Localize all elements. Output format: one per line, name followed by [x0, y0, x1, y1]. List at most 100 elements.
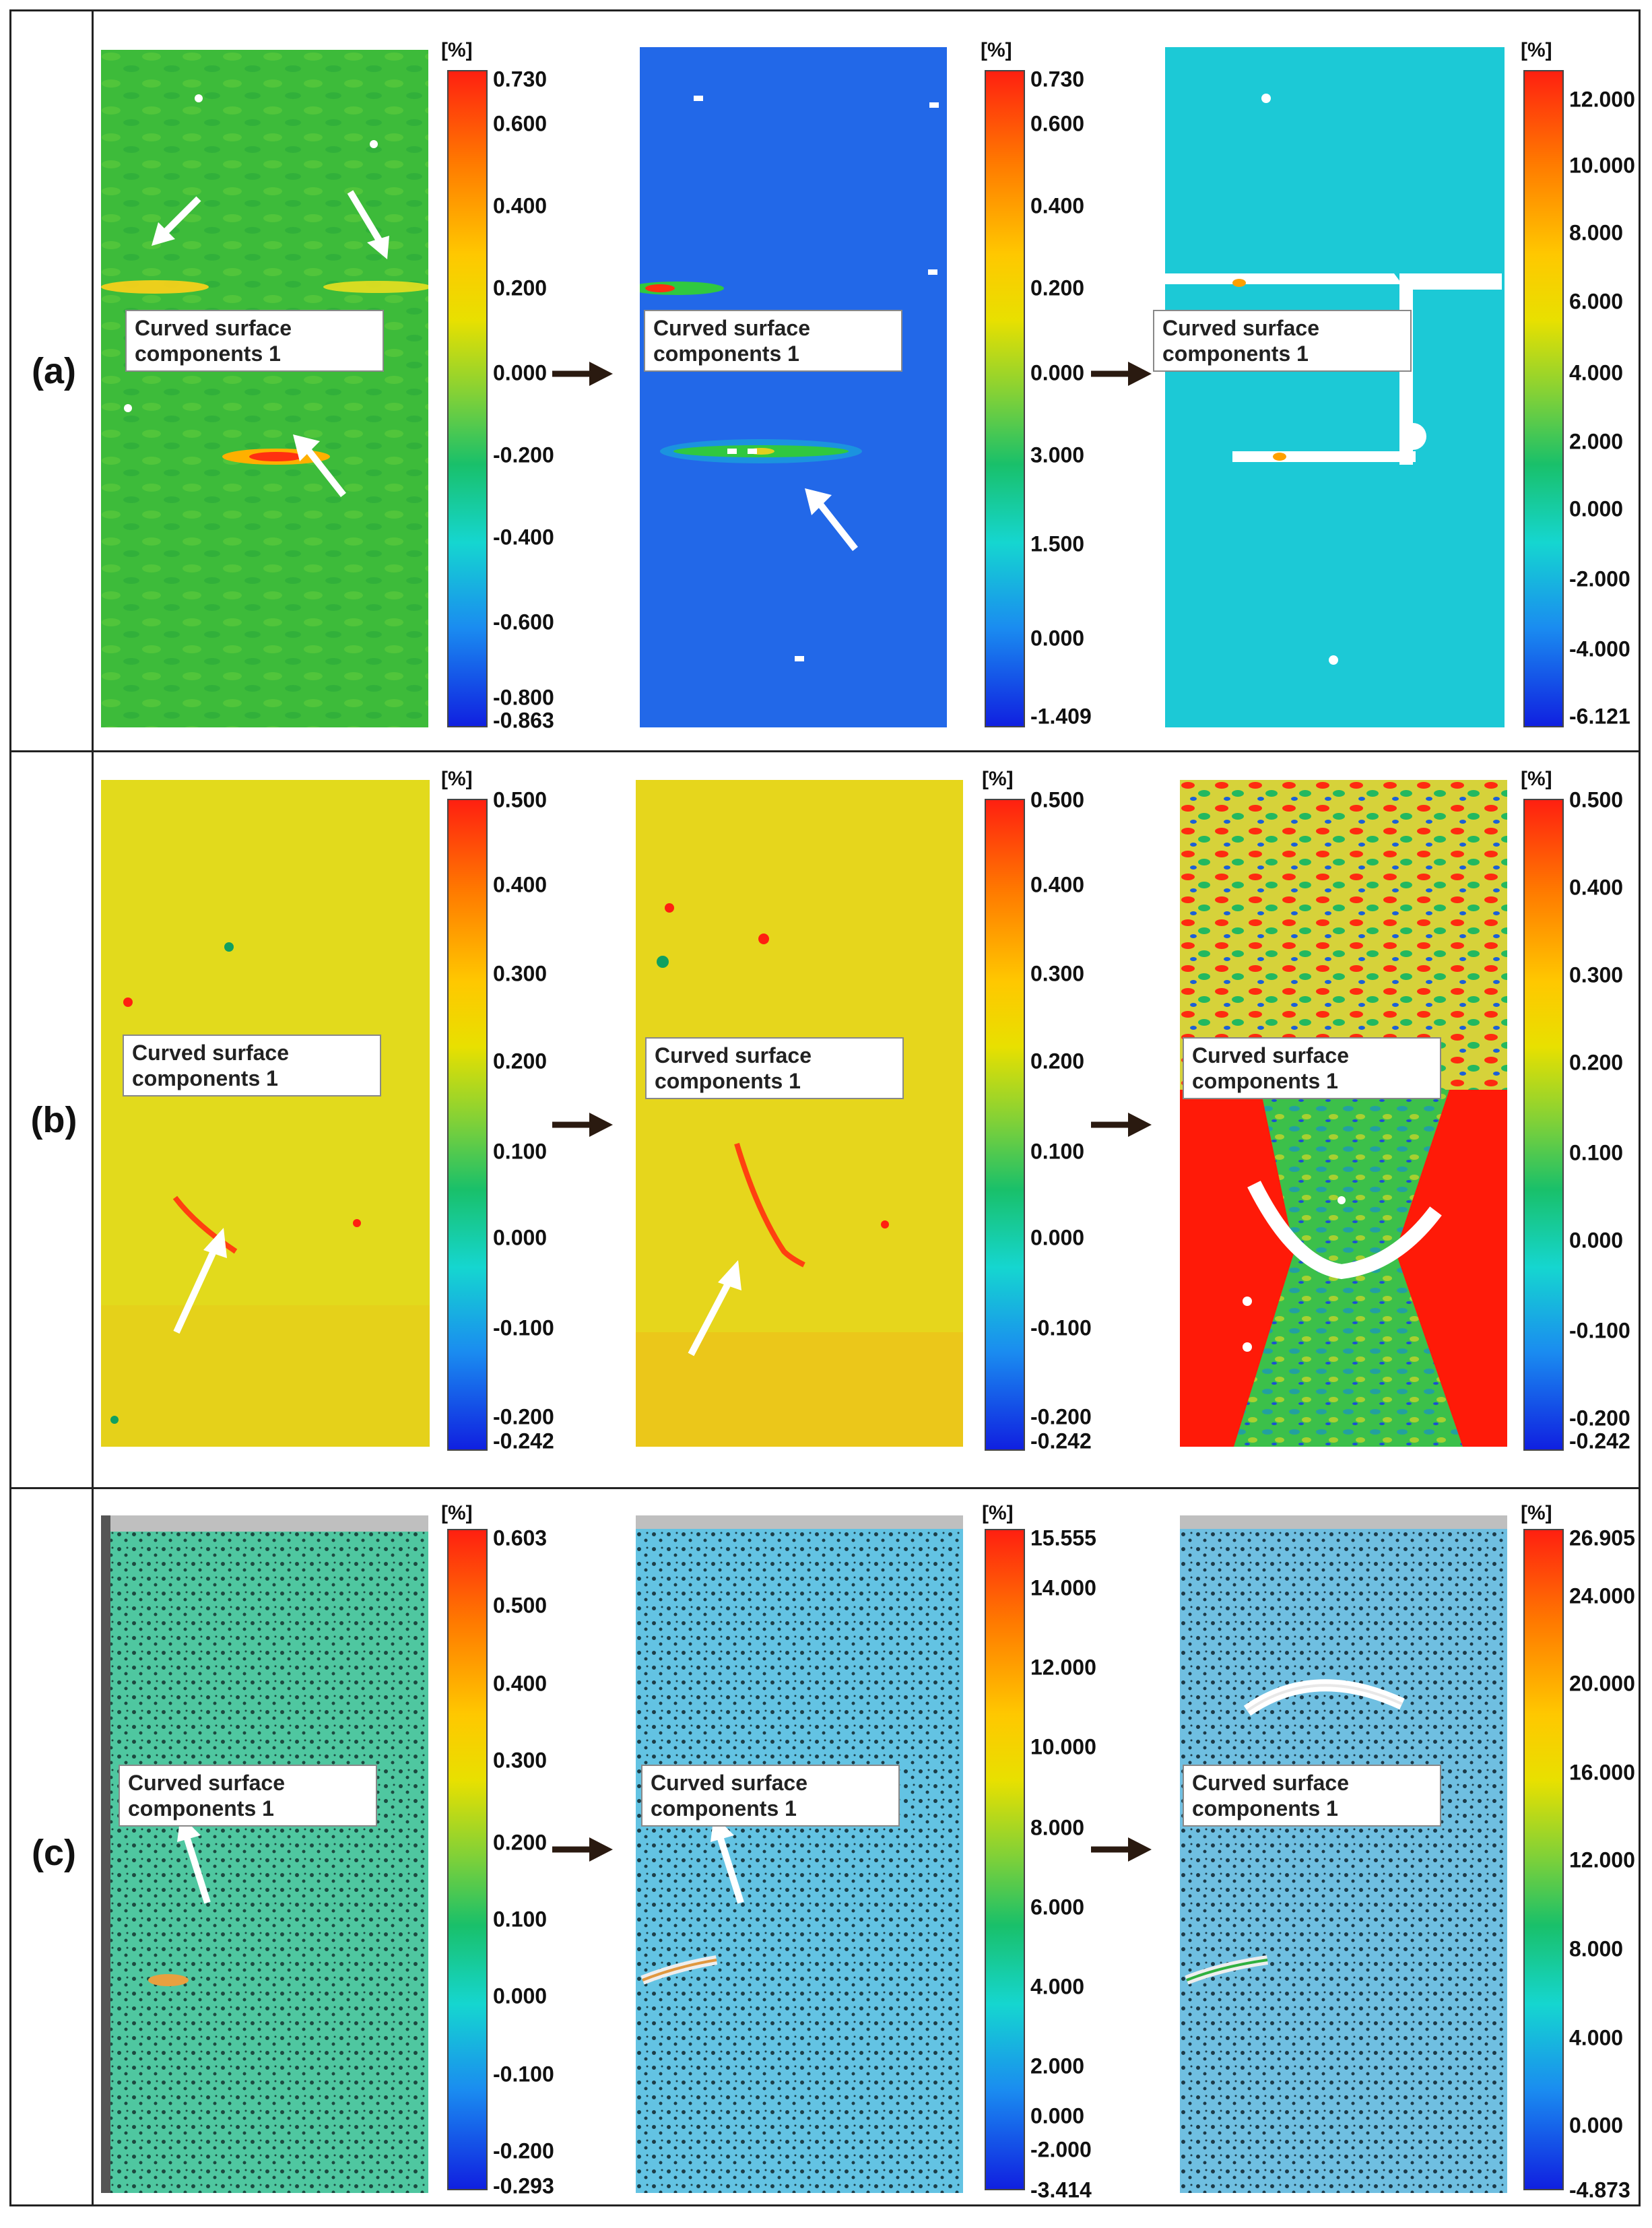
callout-line-2: components 1	[128, 1796, 274, 1821]
tick-label: 14.000	[1030, 1575, 1096, 1600]
tick-label: 0.000	[1030, 360, 1085, 385]
callout-a2: Curved surface components 1	[644, 310, 902, 372]
tick-label: 0.300	[1030, 961, 1085, 986]
tick-label: 0.200	[493, 1049, 548, 1074]
tick-label: 0.000	[1569, 2113, 1624, 2138]
callout-c3: Curved surface components 1	[1183, 1765, 1441, 1827]
tick-label: -0.200	[493, 443, 554, 467]
tick-label: 0.400	[1030, 193, 1085, 218]
callout-b3: Curved surface components 1	[1183, 1037, 1441, 1099]
tick-label: 0.200	[1030, 1049, 1085, 1074]
tick-label: 0.730	[1030, 67, 1085, 92]
row-label-c: (c)	[32, 1833, 76, 1873]
colorbar-unit-b2: [%]	[982, 768, 1014, 790]
label-column-divider	[92, 9, 94, 2206]
tick-label: 0.200	[1030, 275, 1085, 300]
callout-line-1: Curved surface	[135, 316, 292, 340]
tick-label: 0.300	[493, 1748, 548, 1773]
tick-label: 12.000	[1569, 1847, 1635, 1872]
callout-c2: Curved surface components 1	[641, 1765, 900, 1827]
tick-label: 0.400	[493, 1671, 548, 1696]
figure-frame	[9, 9, 1641, 2206]
tick-label: 0.200	[493, 275, 548, 300]
tick-label: -0.800	[493, 685, 554, 710]
arrow-indicator-b1	[173, 1228, 227, 1334]
progression-arrow-b1	[552, 1113, 613, 1137]
tick-label: 6.000	[1569, 289, 1624, 314]
tick-label: 0.000	[1030, 1225, 1085, 1250]
colorbar-c1	[447, 1529, 488, 2190]
tick-label: -0.600	[493, 610, 554, 634]
tick-label: -2.000	[1030, 2137, 1092, 2162]
callout-line-1: Curved surface	[655, 1043, 812, 1068]
tick-label: 8.000	[1030, 1815, 1085, 1840]
tick-label: 1.500	[1030, 531, 1085, 556]
tick-label: 0.500	[493, 787, 548, 812]
arrow-indicator-a1-bottom	[293, 434, 346, 498]
tick-label: 2.000	[1569, 429, 1624, 454]
strain-field-a1	[101, 50, 428, 727]
callout-a1: Curved surface components 1	[125, 310, 384, 372]
tick-label: -0.200	[1569, 1406, 1630, 1431]
callout-b1: Curved surface components 1	[123, 1035, 381, 1096]
callout-line-2: components 1	[1162, 341, 1309, 366]
tick-label: 0.000	[1030, 2103, 1085, 2128]
strain-field-b2	[636, 780, 963, 1447]
row-divider-ab	[9, 750, 1641, 752]
callout-line-1: Curved surface	[1192, 1043, 1349, 1068]
callout-line-2: components 1	[132, 1066, 278, 1090]
callout-line-2: components 1	[651, 1796, 797, 1821]
strain-field-b3	[1180, 780, 1507, 1447]
tick-label: 0.400	[493, 193, 548, 218]
tick-label: 24.000	[1569, 1583, 1635, 1608]
progression-arrow-b2	[1091, 1113, 1152, 1137]
tick-label: 0.600	[493, 111, 548, 136]
tick-label: 20.000	[1569, 1671, 1635, 1696]
tick-label: 0.000	[493, 1225, 548, 1250]
tick-label: 8.000	[1569, 220, 1624, 245]
strain-field-c3	[1180, 1515, 1507, 2193]
tick-label: -0.200	[1030, 1404, 1092, 1429]
callout-line-2: components 1	[653, 341, 799, 366]
tick-label: 0.000	[493, 1984, 548, 2008]
tick-label: 0.200	[1569, 1050, 1624, 1075]
colorbar-unit-b3: [%]	[1521, 768, 1552, 790]
tick-label: -0.100	[493, 2062, 554, 2087]
callout-line-1: Curved surface	[1162, 316, 1319, 340]
tick-label: 2.000	[1030, 2054, 1085, 2078]
tick-label: -0.200	[493, 1404, 554, 1429]
tick-label: -0.100	[1030, 1315, 1092, 1340]
tick-label: -0.242	[493, 1429, 554, 1453]
row-divider-bc	[9, 1487, 1641, 1489]
tick-label: 6.000	[1030, 1895, 1085, 1920]
tick-label: -0.242	[1569, 1429, 1630, 1453]
tick-label: 16.000	[1569, 1760, 1635, 1785]
tick-label: 26.905	[1569, 1526, 1635, 1550]
tick-label: 0.000	[1569, 1228, 1624, 1253]
callout-line-1: Curved surface	[132, 1041, 289, 1065]
progression-arrow-c2	[1091, 1837, 1152, 1862]
tick-label: -3.414	[1030, 2177, 1092, 2202]
colorbar-b2	[985, 799, 1025, 1451]
tick-label: -0.293	[493, 2173, 554, 2198]
tick-label: 0.000	[1569, 496, 1624, 521]
tick-label: 0.100	[493, 1139, 548, 1164]
colorbar-unit-a1: [%]	[441, 39, 473, 61]
callout-a3: Curved surface components 1	[1153, 310, 1412, 372]
callout-line-2: components 1	[1192, 1069, 1338, 1093]
tick-label: -0.200	[493, 2138, 554, 2163]
callout-b2: Curved surface components 1	[645, 1037, 904, 1099]
tick-label: -2.000	[1569, 566, 1630, 591]
colorbar-unit-a2: [%]	[981, 39, 1012, 61]
tick-label: 12.000	[1569, 87, 1635, 112]
tick-label: -0.100	[493, 1315, 554, 1340]
tick-label: 0.400	[1030, 872, 1085, 897]
colorbar-a3	[1523, 70, 1564, 727]
tick-label: 0.500	[1030, 787, 1085, 812]
tick-label: 12.000	[1030, 1655, 1096, 1680]
tick-label: 0.100	[1569, 1140, 1624, 1165]
callout-line-2: components 1	[135, 341, 281, 366]
colorbar-c3	[1523, 1529, 1564, 2190]
strain-field-a3	[1165, 47, 1505, 727]
arrow-indicator-b2	[688, 1260, 741, 1356]
